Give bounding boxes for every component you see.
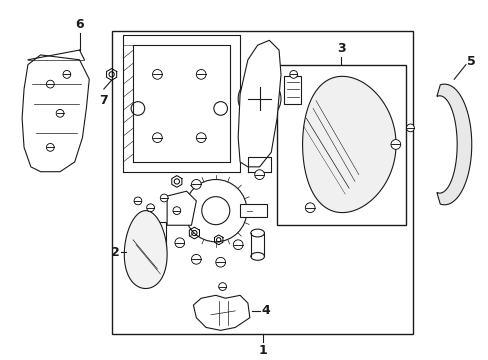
Circle shape bbox=[63, 71, 71, 78]
Bar bbox=[277, 65, 405, 225]
Circle shape bbox=[254, 170, 264, 180]
Bar bbox=[284, 76, 301, 104]
Circle shape bbox=[305, 203, 314, 213]
Circle shape bbox=[152, 69, 162, 79]
Circle shape bbox=[146, 204, 154, 212]
Circle shape bbox=[406, 124, 413, 132]
Circle shape bbox=[56, 109, 64, 117]
Circle shape bbox=[175, 238, 184, 248]
Text: 5: 5 bbox=[467, 55, 475, 68]
Ellipse shape bbox=[250, 252, 264, 260]
Circle shape bbox=[134, 197, 142, 205]
Circle shape bbox=[289, 71, 297, 78]
Circle shape bbox=[173, 207, 181, 215]
Circle shape bbox=[196, 69, 205, 79]
Circle shape bbox=[196, 133, 205, 143]
Bar bbox=[150, 222, 166, 249]
Polygon shape bbox=[124, 211, 167, 288]
Text: 7: 7 bbox=[99, 94, 108, 107]
Polygon shape bbox=[302, 76, 395, 213]
Polygon shape bbox=[193, 295, 249, 330]
Circle shape bbox=[233, 240, 243, 249]
Text: 2: 2 bbox=[111, 246, 120, 259]
Polygon shape bbox=[238, 40, 281, 167]
Circle shape bbox=[215, 257, 225, 267]
Polygon shape bbox=[22, 55, 89, 172]
Text: 1: 1 bbox=[258, 344, 266, 357]
Ellipse shape bbox=[250, 229, 264, 237]
Bar bbox=[240, 204, 267, 217]
Text: 3: 3 bbox=[336, 42, 345, 55]
Bar bbox=[111, 31, 412, 334]
Text: 6: 6 bbox=[75, 18, 83, 31]
Polygon shape bbox=[167, 191, 196, 225]
Circle shape bbox=[46, 144, 54, 151]
Circle shape bbox=[191, 255, 201, 264]
Circle shape bbox=[218, 283, 226, 291]
Circle shape bbox=[390, 140, 400, 149]
Circle shape bbox=[191, 180, 201, 189]
Polygon shape bbox=[436, 84, 471, 205]
Circle shape bbox=[152, 133, 162, 143]
Circle shape bbox=[46, 80, 54, 88]
Text: 4: 4 bbox=[261, 305, 270, 318]
Circle shape bbox=[160, 194, 168, 202]
